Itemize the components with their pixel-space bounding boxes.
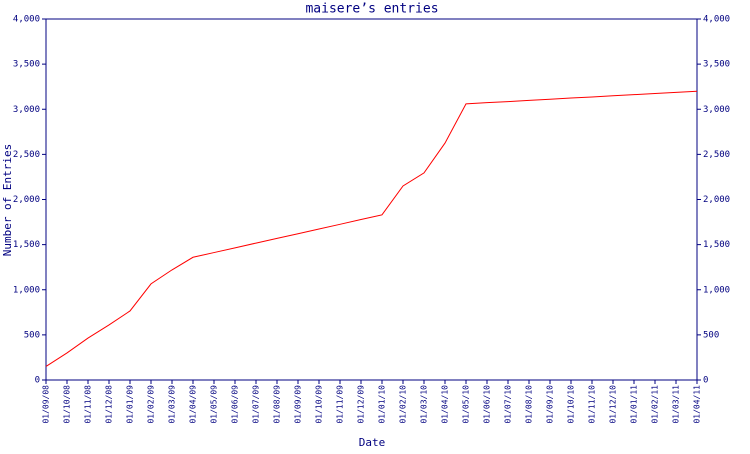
y2-tick-label: 3,500 <box>703 60 730 70</box>
x-tick-label: 01/10/08 <box>63 385 72 424</box>
x-tick-label: 01/02/11 <box>651 385 660 424</box>
x-tick-label: 01/10/10 <box>567 385 576 424</box>
x-tick-label: 01/08/10 <box>525 385 534 424</box>
x-tick-label: 01/11/09 <box>336 385 345 424</box>
y2-tick-label: 1,000 <box>703 285 730 295</box>
data-line <box>45 90 698 367</box>
x-tick-label: 01/08/09 <box>273 385 282 424</box>
y-tick-label: 2,500 <box>13 150 40 160</box>
y2-tick-label: 1,500 <box>703 240 730 250</box>
x-tick-label: 01/11/10 <box>588 385 597 424</box>
y2-tick-label: 2,500 <box>703 150 730 160</box>
x-tick-label: 01/09/08 <box>42 385 51 424</box>
x-tick-label: 01/02/09 <box>147 385 156 424</box>
chart-title: maisere’s entries <box>305 2 438 17</box>
x-tick-label: 01/09/10 <box>546 385 555 424</box>
x-tick-label: 01/06/10 <box>483 385 492 424</box>
x-tick-label: 01/01/10 <box>378 385 387 424</box>
y-tick-label: 4,000 <box>13 15 40 25</box>
x-tick-label: 01/10/09 <box>315 385 324 424</box>
x-tick-label: 01/12/10 <box>609 385 618 424</box>
x-tick-label: 01/05/09 <box>210 385 219 424</box>
x-tick-label: 01/03/11 <box>672 385 681 424</box>
y-tick-label: 1,500 <box>13 240 40 250</box>
y2-tick-label: 0 <box>703 376 708 386</box>
y2-tick-label: 500 <box>703 330 719 340</box>
y-tick-label: 1,000 <box>13 285 40 295</box>
y-tick-label: 3,000 <box>13 105 40 115</box>
x-tick-label: 01/01/11 <box>630 385 639 424</box>
y-tick-label: 3,500 <box>13 60 40 70</box>
x-tick-label: 01/04/10 <box>441 385 450 424</box>
x-tick-label: 01/11/08 <box>84 385 93 424</box>
y2-tick-label: 3,000 <box>703 105 730 115</box>
y-tick-label: 2,000 <box>13 195 40 205</box>
x-tick-label: 01/03/10 <box>420 385 429 424</box>
x-tick-label: 01/12/09 <box>357 385 366 424</box>
y-tick-label: 500 <box>24 330 40 340</box>
x-tick-label: 01/02/10 <box>399 385 408 424</box>
x-tick-label: 01/07/09 <box>252 385 261 424</box>
x-tick-label: 01/03/09 <box>168 385 177 424</box>
x-tick-label: 01/07/10 <box>504 385 513 424</box>
y-axis-label: Number of Entries <box>1 144 14 257</box>
y-tick-label: 0 <box>35 376 40 386</box>
x-tick-label: 01/06/09 <box>231 385 240 424</box>
y2-tick-label: 2,000 <box>703 195 730 205</box>
x-axis-label: Date <box>359 436 386 449</box>
x-tick-label: 01/12/08 <box>105 385 114 424</box>
x-tick-label: 01/01/09 <box>126 385 135 424</box>
x-tick-label: 01/04/11 <box>693 385 702 424</box>
x-tick-label: 01/09/09 <box>294 385 303 424</box>
x-tick-label: 01/04/09 <box>189 385 198 424</box>
x-tick-label: 01/05/10 <box>462 385 471 424</box>
y2-tick-label: 4,000 <box>703 15 730 25</box>
